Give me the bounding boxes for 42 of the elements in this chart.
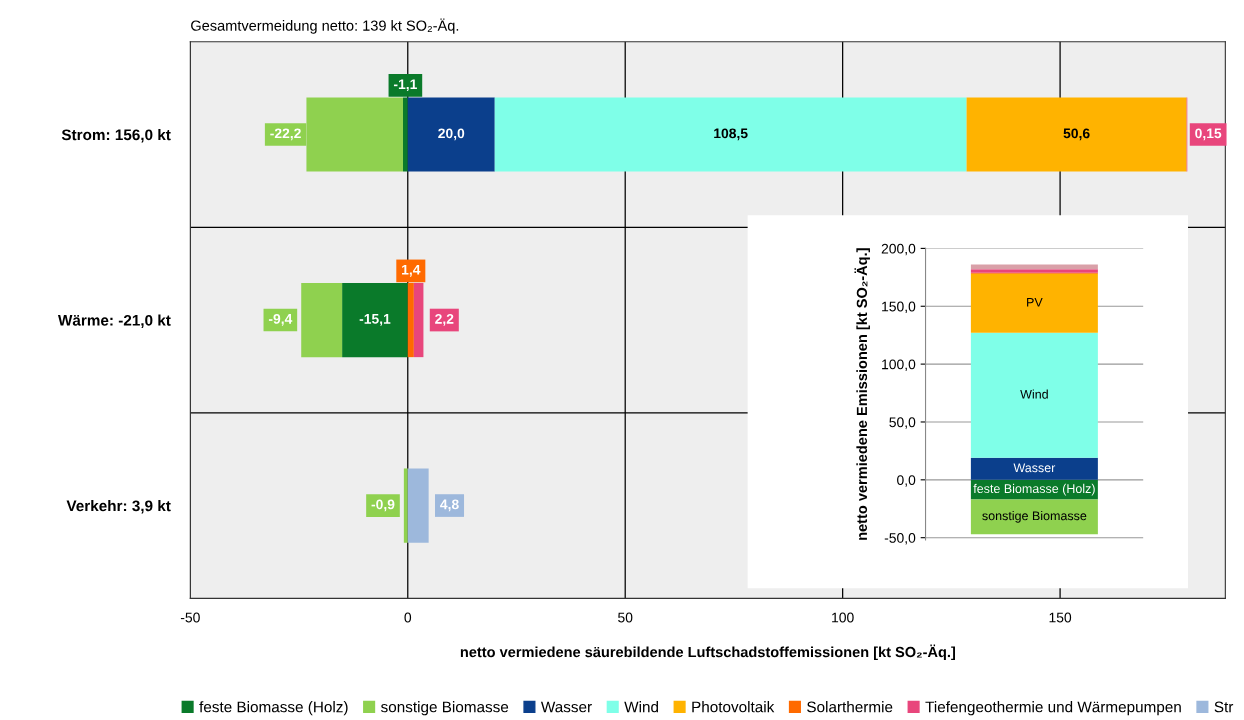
data-label: 2,2: [435, 313, 454, 326]
data-label: 1,4: [402, 264, 421, 277]
data-label: -1,1: [393, 79, 417, 92]
y-tick-label: Strom: 156,0 kt: [61, 128, 171, 143]
series-label: Wasser: [1013, 463, 1056, 473]
y-tick-label: 0,0: [897, 475, 916, 487]
y-tick-label: 100,0: [882, 359, 916, 371]
data-label: 50,6: [1063, 128, 1090, 141]
legend-label: feste Biomasse (Holz): [199, 701, 348, 716]
legend-label: Wasser: [540, 701, 592, 713]
legend-label: Solarthermie: [807, 701, 893, 713]
data-label: 4,8: [440, 499, 459, 512]
y-tick-label: Verkehr: 3,9 kt: [66, 500, 171, 514]
legend-label: Tiefengeothermie und Wärmepumpen: [925, 701, 1181, 716]
data-label: -15,1: [359, 314, 391, 326]
legend-label: Photovoltaik: [692, 701, 775, 713]
series-label: Wind: [1020, 389, 1048, 399]
legend-label: Wind: [624, 701, 659, 713]
data-label: -9,4: [268, 313, 293, 326]
x-tick-label: -50: [180, 612, 200, 623]
x-tick-label: 150: [1049, 612, 1072, 623]
x-tick-label: 50: [618, 612, 633, 623]
data-label: 20,0: [438, 128, 465, 141]
legend-label: sonstige Biomasse: [381, 701, 509, 716]
legend-label: Str: [1214, 701, 1234, 713]
series-label: PV: [1027, 298, 1043, 307]
y-tick-label: 50,0: [889, 417, 916, 429]
chart-title: Gesamtvermeidung netto: 139 kt SO₂-Äq.: [191, 18, 459, 34]
y-tick-label: -50,0: [884, 533, 916, 545]
y-tick-label: 150,0: [882, 301, 916, 314]
series-label: feste Biomasse (Holz): [973, 483, 1095, 496]
x-tick-label: 0: [404, 612, 412, 623]
series-label: sonstige Biomasse: [982, 511, 1087, 523]
x-axis-title: netto vermiedene säurebildende Luftschadstoffemissionen [kt SO₂-Äq.]: [460, 644, 955, 661]
y-tick-label: 200,0: [881, 243, 916, 256]
y-axis-title: netto vermiedene Emissionen [kt SO₂-Äq.]: [854, 248, 870, 540]
y-tick-label: Wärme: -21,0 kt: [57, 314, 171, 328]
data-label: -22,2: [270, 128, 301, 141]
data-label: 0,15: [1195, 128, 1222, 141]
data-label: -0,9: [371, 499, 395, 512]
x-tick-label: 100: [832, 612, 854, 623]
data-label: 108,5: [714, 128, 748, 141]
